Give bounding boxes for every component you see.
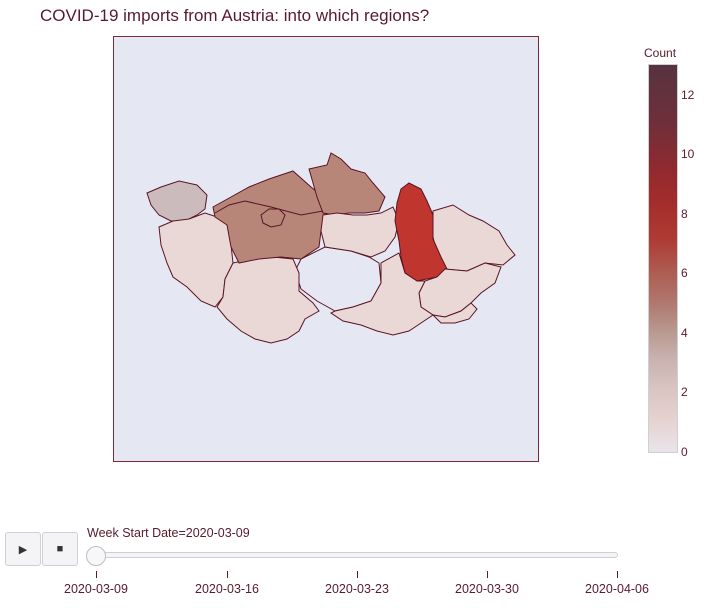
stop-icon: ■ xyxy=(56,543,64,555)
colorbar xyxy=(648,64,678,453)
region-praha[interactable] xyxy=(260,208,286,228)
slider-tick-mark xyxy=(357,571,358,578)
slider-tick-label[interactable]: 2020-03-16 xyxy=(195,582,259,596)
colorbar-tick: 4 xyxy=(681,326,688,340)
chart-title: COVID-19 imports from Austria: into whic… xyxy=(40,6,430,25)
colorbar-title: Count xyxy=(644,46,677,60)
region-pardubicky[interactable] xyxy=(432,204,516,272)
stop-button[interactable]: ■ xyxy=(42,532,78,566)
play-icon: ▶ xyxy=(18,543,28,556)
slider-tick-label[interactable]: 2020-03-30 xyxy=(455,582,519,596)
slider-tick-mark xyxy=(227,571,228,578)
colorbar-tick: 0 xyxy=(681,445,688,459)
colorbar-tick: 8 xyxy=(681,207,688,221)
slider-tick-mark xyxy=(617,571,618,578)
colorbar-tick: 2 xyxy=(681,385,688,399)
slider-rail[interactable] xyxy=(92,552,618,558)
slider-tick-mark xyxy=(487,571,488,578)
slider-tick-label[interactable]: 2020-04-06 xyxy=(585,582,649,596)
region-zlinsky[interactable] xyxy=(431,302,478,324)
colorbar-tick: 10 xyxy=(681,147,695,161)
slider-tick-label[interactable]: 2020-03-09 xyxy=(64,582,128,596)
region-jihomoravsky[interactable] xyxy=(330,252,434,336)
region-liberecky[interactable] xyxy=(308,152,386,216)
map-svg xyxy=(146,152,516,344)
slider-tick-mark xyxy=(96,571,97,578)
choropleth-map[interactable] xyxy=(113,36,539,462)
colorbar-tick: 12 xyxy=(681,88,695,102)
slider-handle[interactable] xyxy=(86,546,106,566)
region-ustecky-outline xyxy=(214,200,324,216)
region-jihocesky[interactable] xyxy=(216,256,320,344)
slider-tick-label[interactable]: 2020-03-23 xyxy=(325,582,389,596)
region-karlovarsky[interactable] xyxy=(146,180,208,222)
slider-current-value: Week Start Date=2020-03-09 xyxy=(87,526,250,540)
colorbar-tick: 6 xyxy=(681,266,688,280)
play-button[interactable]: ▶ xyxy=(5,532,41,566)
region-plzensky[interactable] xyxy=(158,212,234,308)
